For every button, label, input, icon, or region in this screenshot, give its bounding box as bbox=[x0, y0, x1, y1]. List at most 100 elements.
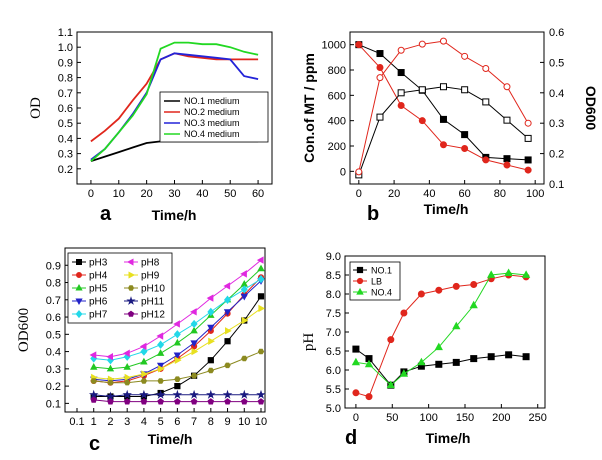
panel-c-data-point bbox=[257, 348, 265, 355]
panel-c-data-point bbox=[206, 389, 216, 399]
panel-c-data-point bbox=[224, 398, 231, 405]
panel-b-data-point bbox=[439, 141, 447, 149]
panel-d-data-point bbox=[417, 357, 426, 366]
panel-b-data-point bbox=[376, 74, 384, 82]
panel-d-data-point bbox=[487, 270, 496, 278]
panel-b-ylabel-right: OD600 bbox=[583, 86, 599, 131]
panel-c-data-point bbox=[258, 304, 266, 313]
panel-c-xtick-label: 10 bbox=[238, 416, 250, 428]
panel-a-ytick-label: 1.1 bbox=[58, 27, 73, 39]
panel-a-xtick-label: 50 bbox=[224, 188, 236, 200]
panel-b-data-point bbox=[503, 83, 511, 91]
panel-b-data-point bbox=[524, 156, 532, 164]
panel-a-xtick-label: 10 bbox=[113, 188, 125, 200]
panel-c-data-point bbox=[257, 398, 265, 405]
panel-c-data-point bbox=[156, 332, 164, 340]
panel-a-xtick-label: 60 bbox=[252, 188, 264, 200]
panel-c-legend-label: pH9 bbox=[141, 271, 160, 282]
panel-b-ytick-left-label: 800 bbox=[328, 65, 346, 77]
panel-c-xtick-label: 8 bbox=[208, 416, 214, 428]
panel-b-ytick-left-label: 0 bbox=[340, 166, 346, 178]
panel-c-letter: c bbox=[89, 433, 100, 455]
panel-c-data-point bbox=[90, 362, 98, 370]
panel-a-legend-label: NO.4 medium bbox=[184, 129, 240, 139]
panel-c-xtick-label: 1 bbox=[91, 416, 97, 428]
panel-b-data-point bbox=[355, 168, 363, 176]
panel-b-data-point bbox=[461, 145, 469, 153]
panel-c-data-point bbox=[224, 338, 231, 345]
panel-c-data-point bbox=[156, 349, 165, 356]
panel-c-xtick-label: 2 bbox=[107, 416, 113, 428]
panel-b-xtick-label: 0 bbox=[356, 188, 362, 200]
panel-c-data-point bbox=[122, 389, 132, 399]
panel-c-ytick-label: 0.5 bbox=[46, 329, 61, 341]
panel-c-data-point bbox=[225, 327, 232, 335]
panel-c-data-point bbox=[257, 274, 265, 284]
panel-c-xtick-label: 5 bbox=[158, 416, 164, 428]
panel-c-data-point bbox=[174, 398, 181, 405]
panel-c-data-point bbox=[224, 362, 231, 369]
panel-c-data-point bbox=[157, 378, 164, 384]
panel-d-ytick-label: 8.5 bbox=[326, 270, 341, 282]
panel-d-xtick-label: 200 bbox=[492, 412, 510, 424]
panel-c-data-point bbox=[190, 319, 198, 329]
panel-b-data-point bbox=[376, 113, 384, 121]
panel-a-series-line bbox=[90, 41, 259, 162]
panel-d-data-point bbox=[435, 360, 443, 368]
panel-b-xtick-label: 80 bbox=[494, 188, 506, 200]
panel-b-series-line bbox=[358, 44, 529, 171]
panel-c-data-point bbox=[106, 364, 115, 372]
panel-b-data-point bbox=[461, 131, 469, 139]
panel-b-data-point bbox=[524, 166, 532, 174]
panel-d-ytick-label: 7.5 bbox=[326, 308, 341, 320]
panel-c-data-point bbox=[207, 307, 215, 317]
panel-c-legend-label: pH7 bbox=[89, 310, 108, 321]
panel-d-ytick-label: 5.5 bbox=[326, 384, 341, 396]
panel-d-data-point bbox=[434, 342, 443, 351]
panel-c-legend-label: pH3 bbox=[89, 258, 108, 269]
panel-b-xtick-label: 20 bbox=[388, 188, 400, 200]
panel-b-data-point bbox=[397, 46, 405, 54]
panel-c-legend-label: pH5 bbox=[89, 284, 108, 295]
panel-c-legend-label: pH10 bbox=[141, 284, 165, 295]
panel-d-xtick-label: 150 bbox=[456, 412, 474, 424]
panel-c-data-point bbox=[139, 389, 149, 399]
panel-b-xtick-label: 40 bbox=[423, 188, 435, 200]
panel-b-ytick-right-label: 0.5 bbox=[549, 57, 564, 69]
panel-c-data-point bbox=[190, 373, 198, 379]
panel-c-data-point bbox=[105, 391, 116, 401]
panel-b-data-point bbox=[439, 37, 447, 45]
panel-b-data-point bbox=[503, 155, 511, 163]
panel-c-data-point bbox=[139, 342, 147, 351]
panel-c-data-point bbox=[257, 293, 265, 300]
panel-c-data-point bbox=[208, 337, 215, 345]
panel-c-data-point bbox=[140, 398, 148, 405]
panel-c-legend-marker bbox=[75, 298, 83, 306]
panel-b-xtick-label: 60 bbox=[459, 188, 471, 200]
panel-d-legend-marker bbox=[356, 287, 364, 295]
panel-d-letter: d bbox=[345, 427, 357, 449]
panel-a-ytick-label: 0.4 bbox=[58, 133, 73, 145]
panel-c-data-point bbox=[174, 376, 181, 382]
panel-a-ytick-label: 0.7 bbox=[58, 88, 73, 100]
panel-c-legend-marker bbox=[75, 310, 83, 319]
panel-d-ytick-label: 9.0 bbox=[326, 251, 341, 263]
panel-c-ylabel: OD600 bbox=[16, 308, 32, 352]
panel-c-data-point bbox=[190, 398, 198, 405]
panel-c-data-point bbox=[239, 389, 250, 399]
panel-a-legend-label: NO.1 medium bbox=[184, 96, 240, 106]
panel-c-data-point bbox=[90, 378, 97, 384]
panel-b-xlabel: Time/h bbox=[424, 201, 469, 217]
panel-a-xtick-label: 20 bbox=[141, 188, 153, 200]
panel-a-ytick-label: 0.6 bbox=[58, 103, 73, 115]
panel-c-data-point bbox=[107, 398, 114, 405]
panel-d-legend-marker bbox=[356, 266, 364, 274]
panel-b-data-point bbox=[503, 161, 511, 169]
panel-c-data-point bbox=[207, 357, 214, 364]
panel-c-data-point bbox=[172, 389, 183, 399]
panel-b-data-point bbox=[418, 86, 426, 94]
panel-c-data-point bbox=[140, 378, 148, 384]
panel-a-legend-label: NO.2 medium bbox=[184, 107, 240, 117]
panel-a-ytick-label: 0.3 bbox=[58, 149, 73, 161]
panel-c-xtick-label: 3 bbox=[124, 416, 130, 428]
